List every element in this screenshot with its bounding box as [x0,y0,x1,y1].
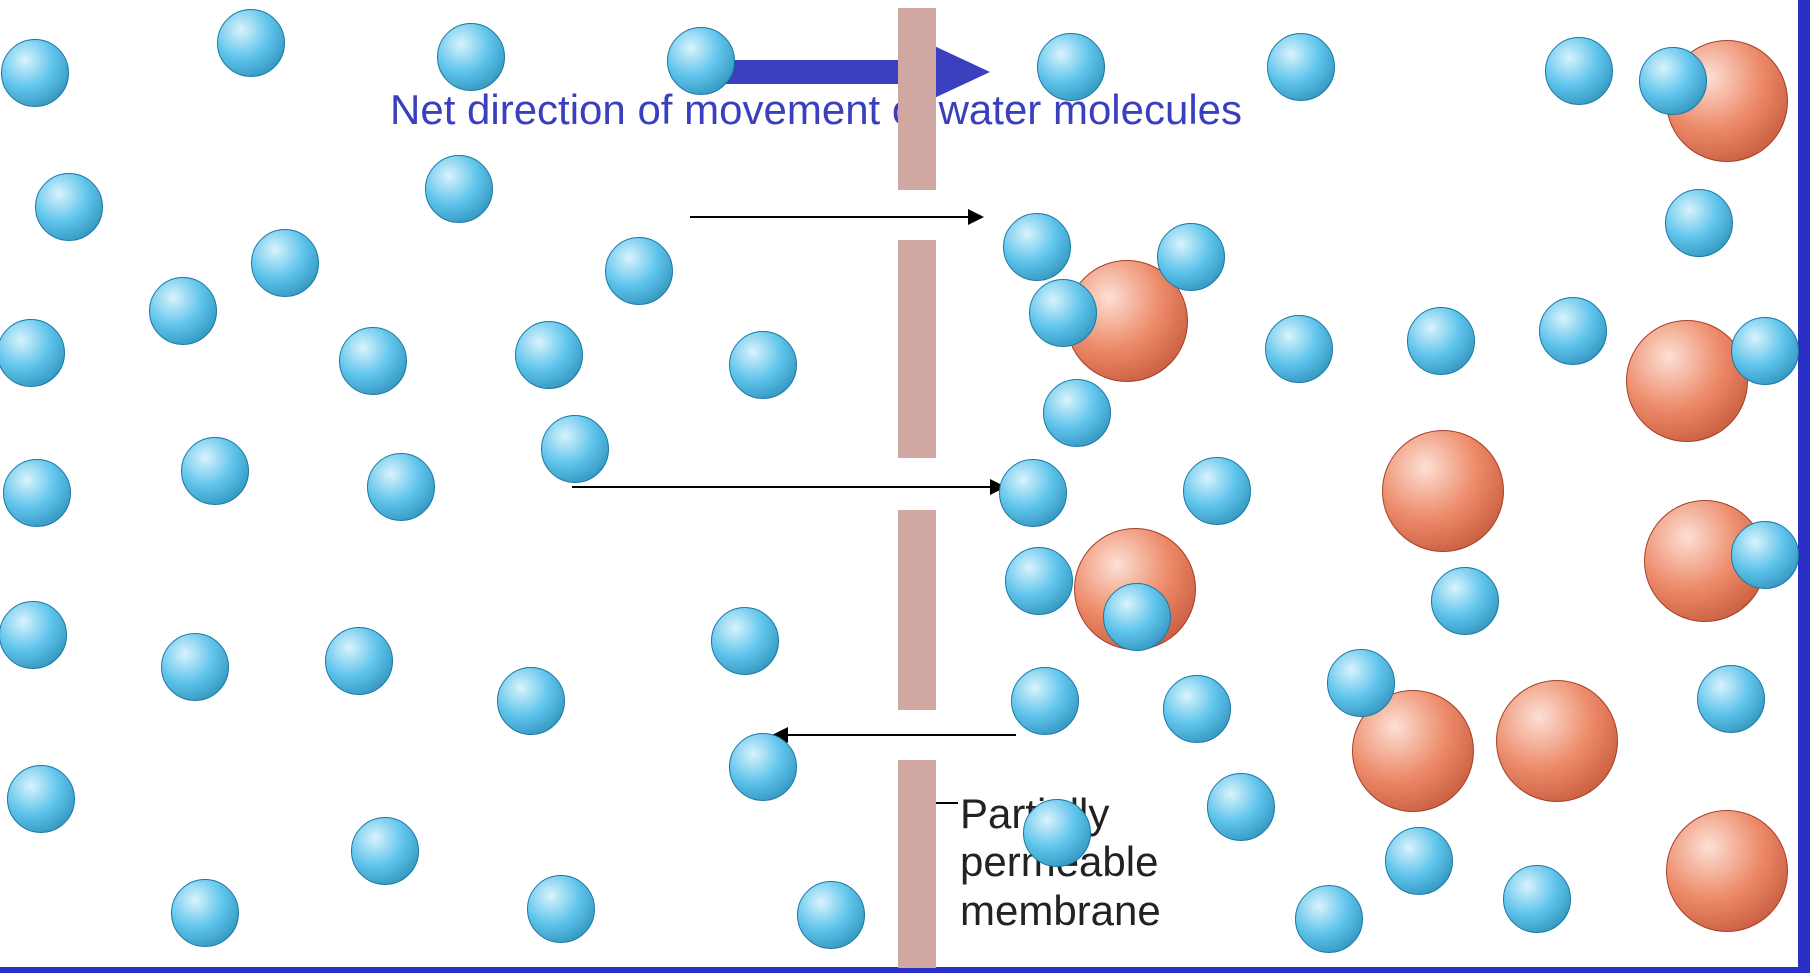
water-molecule [1265,315,1333,383]
water-molecule [1207,773,1275,841]
water-molecule [999,459,1067,527]
water-molecule [161,633,229,701]
water-molecule [1023,799,1091,867]
membrane-segment [898,8,936,190]
water-molecule [325,627,393,695]
water-molecule [1011,667,1079,735]
frame-right-border [1798,0,1810,973]
water-molecule [1385,827,1453,895]
osmosis-diagram: Net direction of movement of water molec… [0,0,1810,973]
water-molecule [0,601,67,669]
water-molecule [1267,33,1335,101]
membrane-segment [898,240,936,458]
membrane-segment [898,510,936,710]
water-molecule [1407,307,1475,375]
water-molecule [1183,457,1251,525]
water-molecule [1539,297,1607,365]
water-molecule [1431,567,1499,635]
water-molecule [367,453,435,521]
water-molecule [667,27,735,95]
water-molecule [1043,379,1111,447]
water-molecule [1327,649,1395,717]
water-molecule [1295,885,1363,953]
water-molecule [7,765,75,833]
water-molecule [437,23,505,91]
movement-arrow [572,486,992,488]
water-molecule [1163,675,1231,743]
solute-molecule [1496,680,1618,802]
water-molecule [1157,223,1225,291]
water-molecule [1697,665,1765,733]
water-molecule [1731,521,1799,589]
water-molecule [351,817,419,885]
water-molecule [35,173,103,241]
water-molecule [711,607,779,675]
water-molecule [527,875,595,943]
water-molecule [605,237,673,305]
net-direction-label: Net direction of movement of water molec… [390,86,1242,134]
solute-molecule [1382,430,1504,552]
water-molecule [251,229,319,297]
water-molecule [149,277,217,345]
water-molecule [1665,189,1733,257]
water-molecule [1639,47,1707,115]
water-molecule [181,437,249,505]
water-molecule [3,459,71,527]
water-molecule [1003,213,1071,281]
water-molecule [1503,865,1571,933]
water-molecule [1731,317,1799,385]
water-molecule [797,881,865,949]
water-molecule [339,327,407,395]
water-molecule [1005,547,1073,615]
water-molecule [1037,33,1105,101]
movement-arrow [690,216,970,218]
water-molecule [0,319,65,387]
water-molecule [425,155,493,223]
water-molecule [497,667,565,735]
water-molecule [541,415,609,483]
water-molecule [1,39,69,107]
membrane-label-line3: membrane [960,887,1161,935]
water-molecule [515,321,583,389]
solute-molecule [1666,810,1788,932]
water-molecule [729,331,797,399]
water-molecule [171,879,239,947]
water-molecule [1545,37,1613,105]
membrane-segment [898,760,936,968]
water-molecule [217,9,285,77]
water-molecule [1029,279,1097,347]
solute-molecule [1626,320,1748,442]
water-molecule [1103,583,1171,651]
water-molecule [729,733,797,801]
movement-arrow [786,734,1016,736]
